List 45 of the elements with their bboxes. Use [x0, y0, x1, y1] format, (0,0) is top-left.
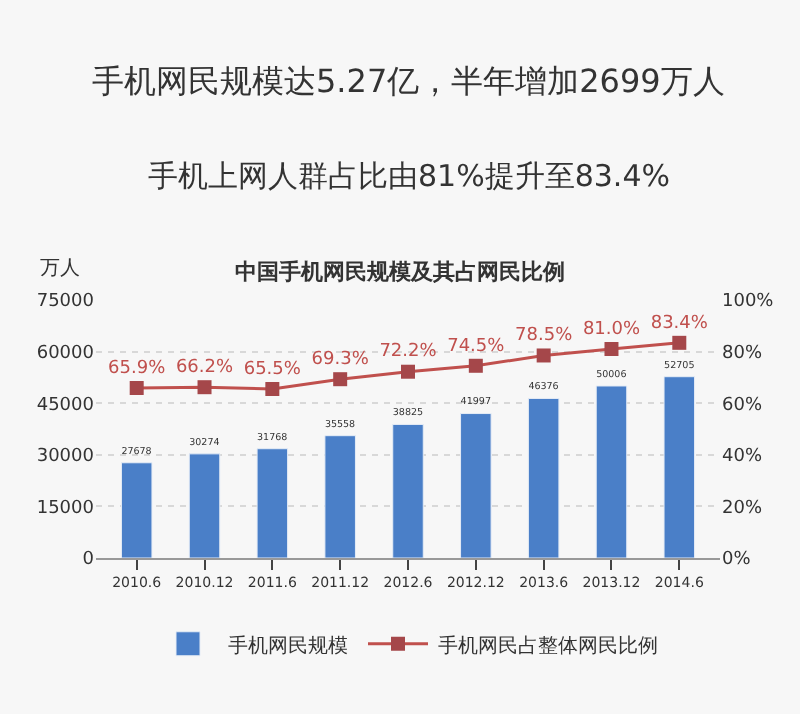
y2-tick-label: 40%: [722, 447, 763, 468]
bar: [663, 376, 696, 558]
y-tick-label: 60000: [36, 343, 95, 364]
point: [265, 382, 280, 397]
point: [401, 364, 415, 379]
data-label: 74.5%: [447, 336, 506, 357]
point: [468, 358, 483, 373]
point: [197, 380, 212, 395]
bar: [256, 448, 289, 558]
bar: [392, 423, 424, 558]
data-label: 65.5%: [243, 359, 302, 380]
data-label: 65.9%: [108, 358, 167, 379]
data-label: 72.2%: [379, 342, 438, 363]
chart-title: 中国手机网民规模及其占网民比例: [235, 259, 565, 286]
point: [672, 335, 687, 350]
bar: [527, 397, 560, 558]
text: 手机上网人群占比由81%提升至83.4%: [148, 158, 670, 194]
legend-label: 手机网民规模: [228, 633, 348, 658]
y2-tick-label: 80%: [722, 343, 763, 364]
bar: [324, 435, 356, 558]
y2-tick-label: 100%: [722, 292, 775, 313]
point: [536, 348, 551, 363]
data-label: 69.3%: [311, 349, 370, 370]
y2-tick-label: 20%: [722, 498, 763, 519]
data-label: 83.4%: [650, 313, 709, 334]
data-label: 81.0%: [582, 319, 641, 340]
legend-label: 手机网民占整体网民比例: [438, 633, 658, 658]
point: [129, 380, 144, 395]
point: [604, 342, 619, 357]
y-tick-label: 75000: [36, 292, 95, 313]
text: 手机网民规模达5.27亿，半年增加2699万人: [92, 62, 725, 100]
y-tick-label: 0: [82, 550, 95, 571]
y2-tick-label: 60%: [722, 395, 763, 416]
bar: [120, 462, 153, 558]
y2-tick-label: 0%: [722, 550, 752, 571]
data-label: 66.2%: [175, 357, 234, 378]
data-label: 78.5%: [515, 326, 574, 347]
bar: [595, 385, 628, 558]
bar: [188, 453, 221, 558]
bar: [460, 413, 492, 558]
point: [333, 372, 348, 387]
y-axis-title: 万人: [40, 258, 80, 280]
y-tick-label: 30000: [36, 447, 95, 468]
y-tick-label: 15000: [36, 498, 95, 519]
y-tick-label: 45000: [36, 395, 95, 416]
